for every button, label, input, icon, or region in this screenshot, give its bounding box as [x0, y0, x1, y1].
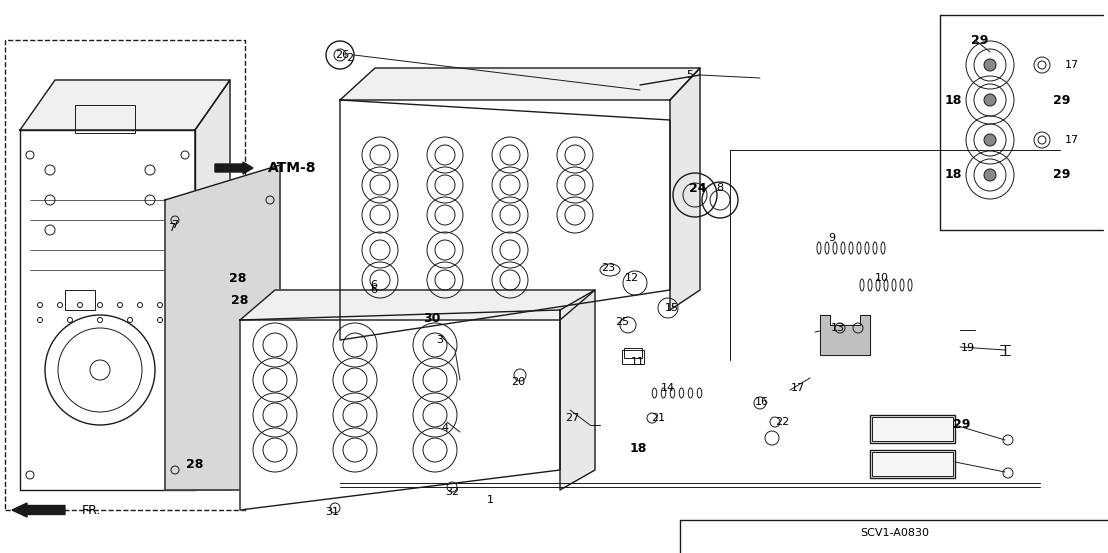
Text: 29: 29	[1054, 93, 1070, 107]
Bar	[622, 350, 644, 364]
Text: 15: 15	[665, 303, 679, 313]
Polygon shape	[820, 315, 870, 355]
Bar	[872, 417, 953, 441]
Polygon shape	[165, 165, 280, 490]
Text: 3: 3	[437, 335, 443, 345]
Text: 31: 31	[325, 507, 339, 517]
Circle shape	[984, 59, 996, 71]
Bar	[624, 348, 642, 358]
Text: 28: 28	[186, 458, 204, 472]
Text: 19: 19	[961, 343, 975, 353]
Text: 12: 12	[625, 273, 639, 283]
Text: 29: 29	[953, 419, 971, 431]
Text: 7: 7	[172, 220, 178, 230]
Text: 18: 18	[945, 93, 962, 107]
Text: 8: 8	[717, 183, 724, 193]
Polygon shape	[240, 290, 595, 320]
Polygon shape	[195, 80, 230, 490]
Text: 32: 32	[445, 487, 459, 497]
Text: 16: 16	[755, 397, 769, 407]
Text: 9: 9	[829, 233, 835, 243]
Polygon shape	[560, 290, 595, 490]
Text: 28: 28	[232, 294, 248, 306]
Text: 29: 29	[1054, 169, 1070, 181]
Text: 22: 22	[774, 417, 789, 427]
Text: 1: 1	[486, 495, 493, 505]
Circle shape	[984, 169, 996, 181]
Text: 23: 23	[601, 263, 615, 273]
Circle shape	[984, 134, 996, 146]
Text: 6: 6	[370, 285, 378, 295]
Text: 10: 10	[875, 273, 889, 283]
Text: 18: 18	[945, 169, 962, 181]
Bar	[6, 40, 245, 510]
Text: 14: 14	[661, 383, 675, 393]
Text: SCV1-A0830: SCV1-A0830	[861, 528, 930, 538]
Text: 30: 30	[423, 311, 441, 325]
Text: 13: 13	[831, 323, 845, 333]
Text: 5: 5	[687, 70, 694, 80]
Text: 27: 27	[565, 413, 579, 423]
Text: 2: 2	[347, 53, 353, 63]
Text: 17: 17	[1065, 60, 1079, 70]
Bar	[65, 290, 95, 310]
Text: 29: 29	[972, 34, 988, 46]
Polygon shape	[340, 68, 700, 100]
Circle shape	[984, 94, 996, 106]
Text: 18: 18	[629, 441, 647, 455]
Text: 25: 25	[615, 317, 629, 327]
Polygon shape	[20, 80, 230, 130]
FancyArrow shape	[215, 162, 253, 174]
Text: 21: 21	[650, 413, 665, 423]
Text: 7: 7	[168, 223, 175, 233]
Polygon shape	[20, 130, 195, 490]
Text: 17: 17	[791, 383, 806, 393]
Text: 20: 20	[511, 377, 525, 387]
Text: 17: 17	[1065, 135, 1079, 145]
Text: 24: 24	[689, 181, 707, 195]
Polygon shape	[340, 100, 670, 340]
Text: ATM-8: ATM-8	[268, 161, 317, 175]
Polygon shape	[240, 310, 560, 510]
Text: 26: 26	[335, 50, 349, 60]
Polygon shape	[670, 68, 700, 310]
Text: 6: 6	[370, 280, 378, 290]
Bar	[75, 105, 135, 133]
Bar	[870, 415, 955, 443]
Text: FR.: FR.	[82, 503, 101, 517]
Bar	[872, 452, 953, 476]
Text: 11: 11	[630, 357, 645, 367]
Bar	[870, 450, 955, 478]
Text: 4: 4	[441, 423, 449, 433]
FancyArrow shape	[12, 503, 65, 517]
Text: 28: 28	[229, 272, 247, 284]
